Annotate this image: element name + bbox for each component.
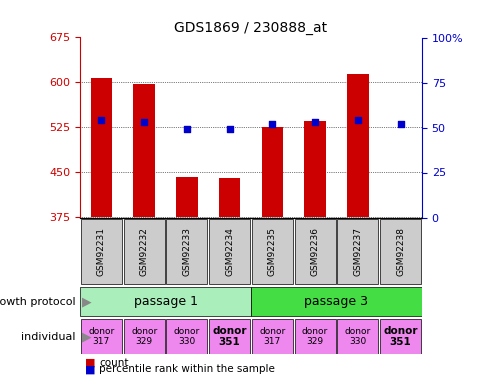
- Text: donor
329: donor 329: [302, 327, 328, 346]
- FancyBboxPatch shape: [209, 219, 250, 284]
- FancyBboxPatch shape: [81, 219, 121, 284]
- FancyBboxPatch shape: [166, 219, 207, 284]
- Text: count: count: [99, 358, 129, 368]
- Point: [140, 119, 148, 125]
- Text: ■: ■: [85, 358, 95, 368]
- Text: donor
317: donor 317: [88, 327, 114, 346]
- FancyBboxPatch shape: [379, 320, 420, 354]
- Text: ▶: ▶: [82, 330, 92, 343]
- Point: [396, 121, 404, 127]
- Text: individual: individual: [21, 332, 75, 342]
- Point: [97, 117, 105, 123]
- Text: ▶: ▶: [82, 296, 92, 308]
- FancyBboxPatch shape: [123, 320, 164, 354]
- FancyBboxPatch shape: [166, 320, 207, 354]
- FancyBboxPatch shape: [379, 219, 420, 284]
- Text: growth protocol: growth protocol: [0, 297, 75, 307]
- Text: GSM92237: GSM92237: [353, 227, 362, 276]
- Bar: [91, 78, 112, 218]
- FancyBboxPatch shape: [251, 320, 292, 354]
- FancyBboxPatch shape: [123, 219, 164, 284]
- Bar: [304, 122, 325, 218]
- Text: donor
329: donor 329: [131, 327, 157, 346]
- Bar: [176, 177, 197, 218]
- FancyBboxPatch shape: [81, 320, 121, 354]
- Text: GSM92233: GSM92233: [182, 227, 191, 276]
- FancyBboxPatch shape: [337, 219, 378, 284]
- Text: percentile rank within the sample: percentile rank within the sample: [99, 364, 275, 374]
- Text: donor
330: donor 330: [173, 327, 199, 346]
- FancyBboxPatch shape: [294, 219, 335, 284]
- Point: [353, 117, 361, 123]
- Text: GSM92231: GSM92231: [97, 227, 106, 276]
- Bar: [218, 178, 240, 218]
- FancyBboxPatch shape: [251, 288, 421, 316]
- Text: passage 3: passage 3: [304, 296, 368, 308]
- Text: ■: ■: [85, 364, 95, 374]
- Text: donor
330: donor 330: [344, 327, 370, 346]
- Text: GSM92234: GSM92234: [225, 227, 234, 276]
- Point: [311, 119, 318, 125]
- FancyBboxPatch shape: [251, 219, 292, 284]
- Text: donor
351: donor 351: [382, 326, 417, 347]
- Point: [225, 126, 233, 132]
- Bar: [347, 74, 368, 217]
- Text: donor
317: donor 317: [259, 327, 285, 346]
- Point: [182, 126, 190, 132]
- Title: GDS1869 / 230888_at: GDS1869 / 230888_at: [174, 21, 327, 35]
- FancyBboxPatch shape: [337, 320, 378, 354]
- FancyBboxPatch shape: [294, 320, 335, 354]
- FancyBboxPatch shape: [80, 288, 251, 316]
- Text: GSM92236: GSM92236: [310, 227, 319, 276]
- Bar: [261, 128, 283, 218]
- Text: GSM92232: GSM92232: [139, 227, 148, 276]
- FancyBboxPatch shape: [209, 320, 250, 354]
- Bar: [133, 84, 154, 218]
- Text: GSM92238: GSM92238: [395, 227, 404, 276]
- Text: GSM92235: GSM92235: [267, 227, 276, 276]
- Text: donor
351: donor 351: [212, 326, 246, 347]
- Text: passage 1: passage 1: [133, 296, 197, 308]
- Point: [268, 121, 276, 127]
